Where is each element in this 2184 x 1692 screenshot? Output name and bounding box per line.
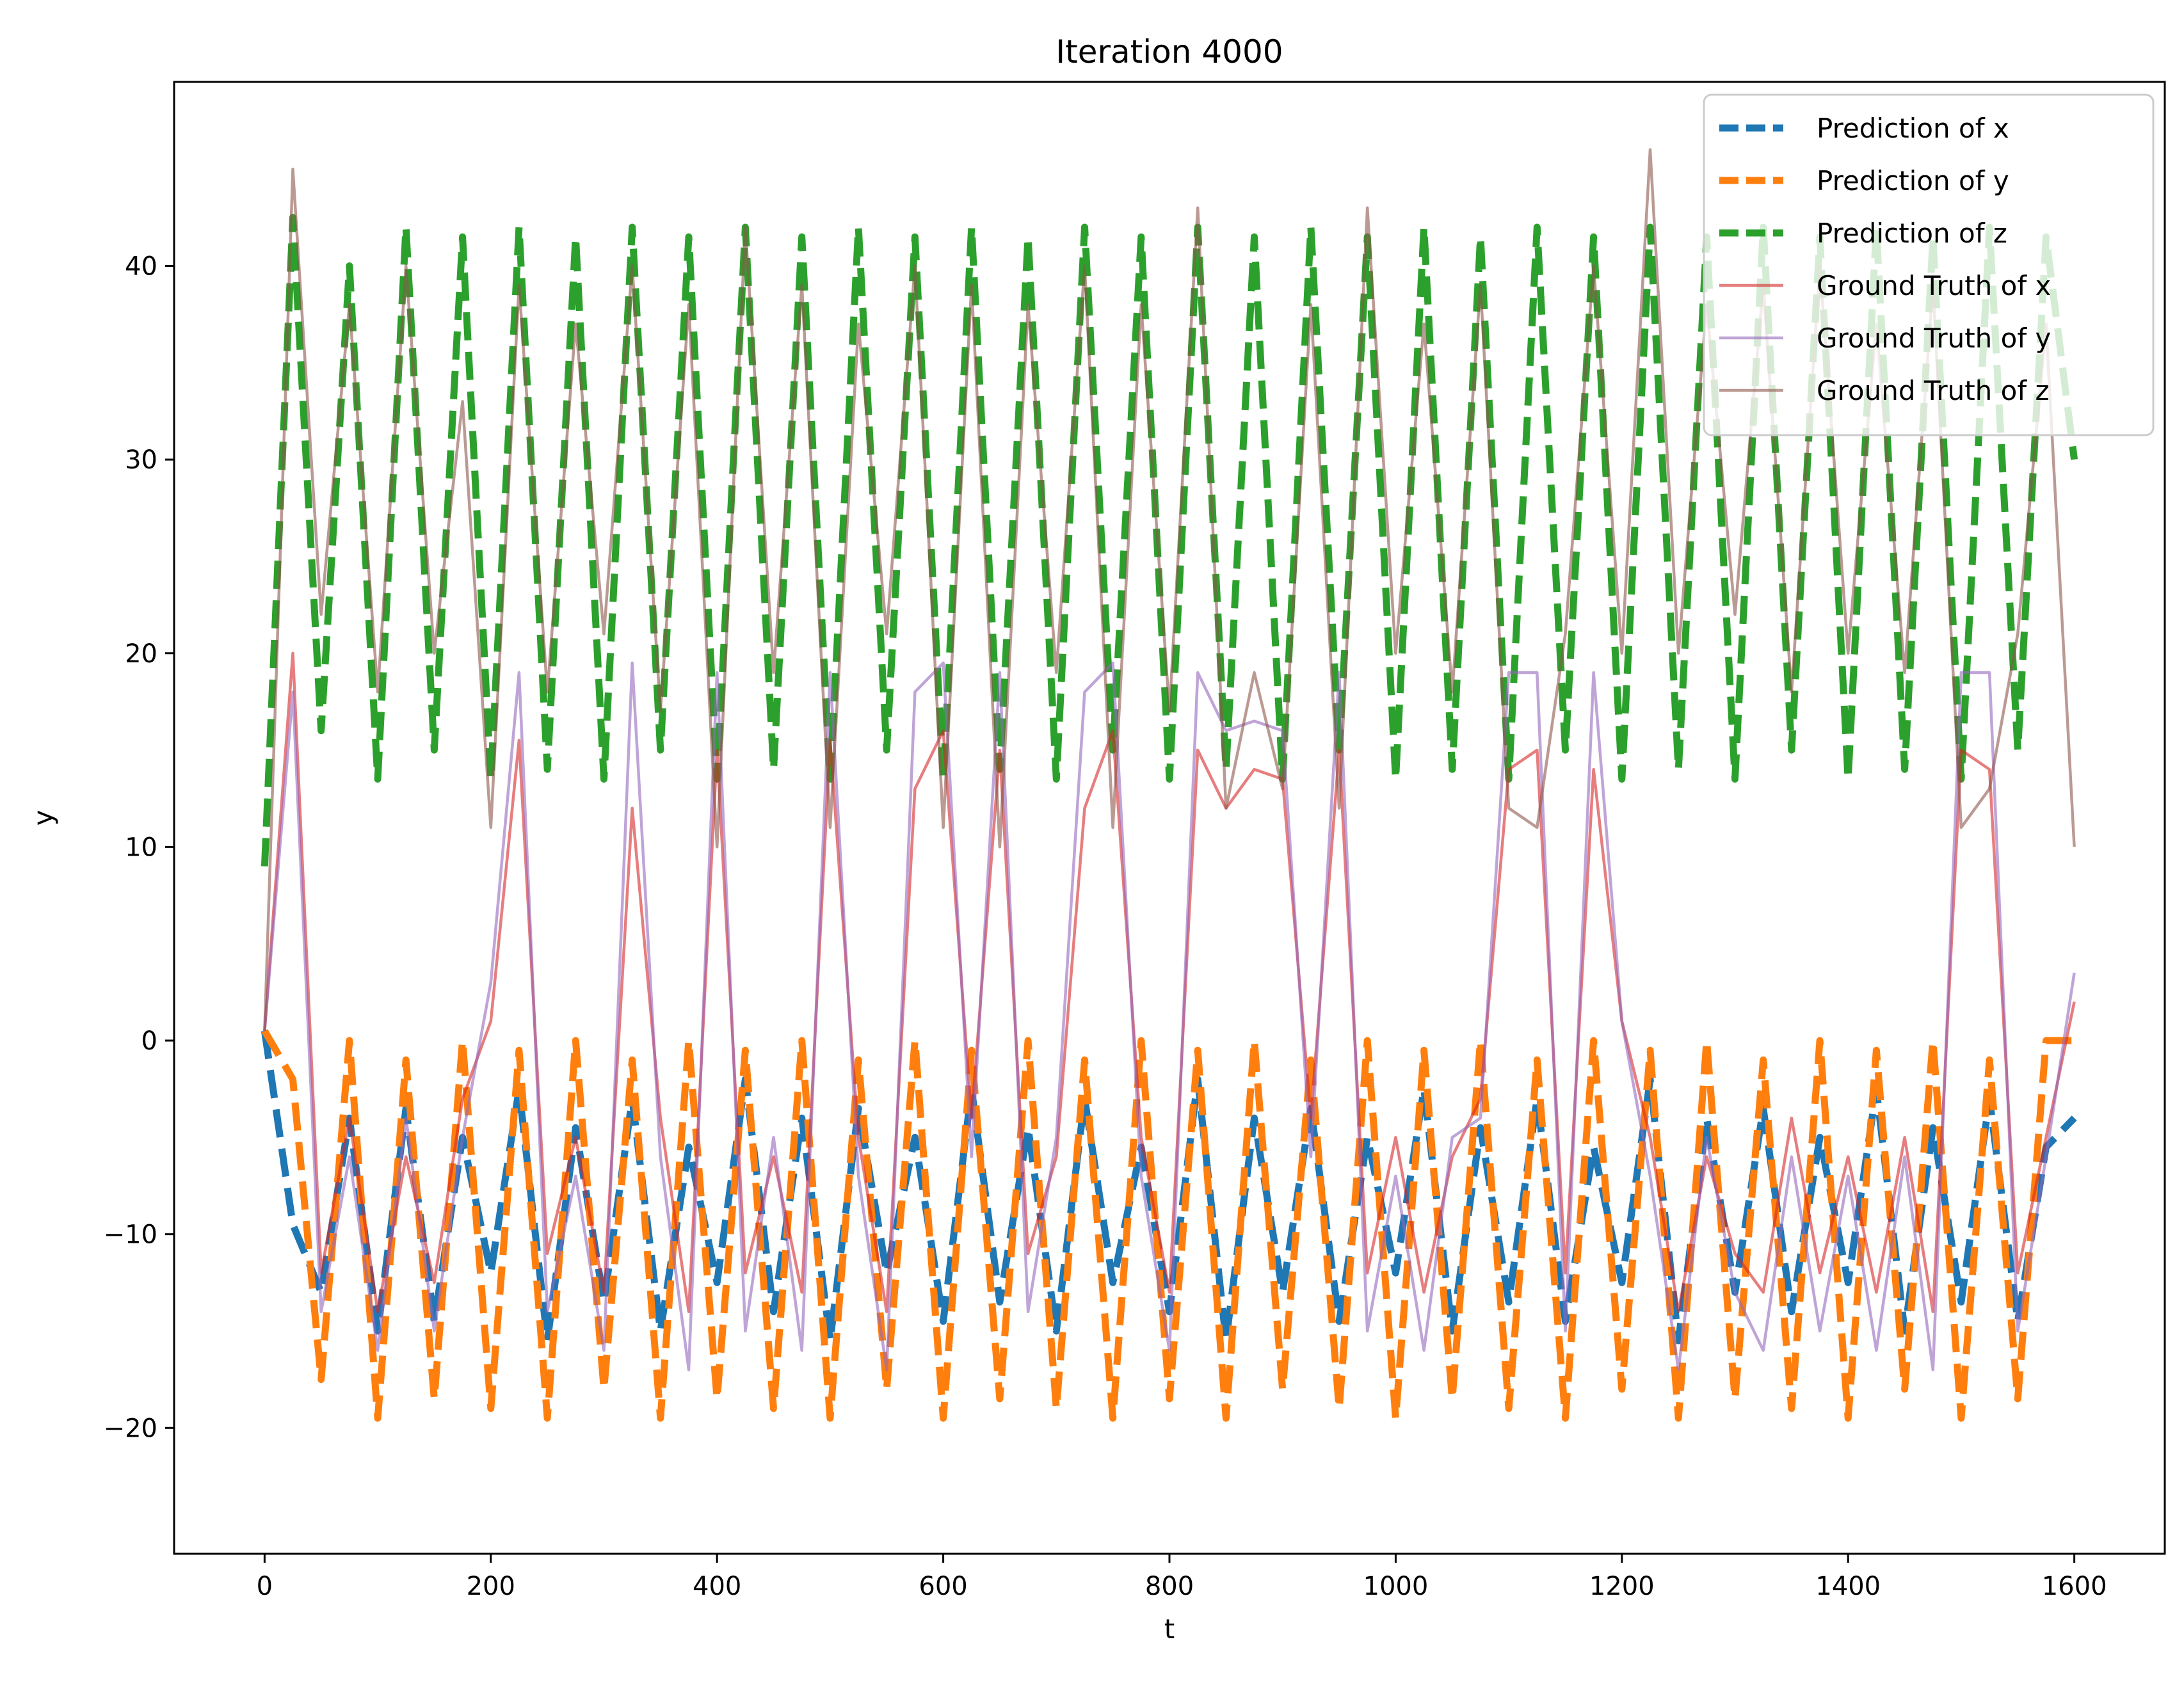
x-tick-label: 1600 [2042,1572,2107,1601]
y-tick-label: 30 [125,445,157,475]
x-tick-label: 0 [257,1572,273,1601]
y-tick-label: 0 [141,1026,157,1056]
y-tick-label: −20 [104,1414,157,1443]
x-tick-label: 200 [467,1572,515,1601]
legend-label: Prediction of y [1817,165,2009,196]
legend-label: Prediction of x [1817,113,2009,144]
legend-label: Ground Truth of z [1817,375,2050,406]
legend-label: Prediction of z [1817,218,2007,249]
legend-label: Ground Truth of y [1817,323,2051,354]
y-tick-label: 10 [125,833,157,862]
x-tick-label: 400 [693,1572,741,1601]
x-tick-label: 600 [919,1572,967,1601]
y-tick-label: −10 [104,1220,157,1250]
x-tick-label: 1200 [1589,1572,1655,1601]
y-axis: −20 −10 0 10 20 30 40 [104,252,174,1443]
y-tick-label: 20 [125,639,157,669]
x-axis-label: t [1164,1613,1175,1645]
x-tick-label: 800 [1145,1572,1194,1601]
series-line-4 [263,651,2076,1313]
x-axis: 0 200 400 600 800 1000 1200 1400 1600 [257,1554,2107,1601]
chart-title: Iteration 4000 [1056,33,1283,70]
x-tick-label: 1000 [1363,1572,1429,1601]
legend-label: Ground Truth of x [1817,270,2051,301]
legend: Prediction of x Prediction of y Prediction… [1703,93,2155,436]
x-tick-label: 1400 [1815,1572,1881,1601]
y-tick-label: 40 [125,252,157,282]
legend-box [1703,93,2155,436]
series-line-2 [261,1029,2075,1422]
series-line-5 [263,661,2076,1371]
y-axis-label: y [28,810,59,826]
